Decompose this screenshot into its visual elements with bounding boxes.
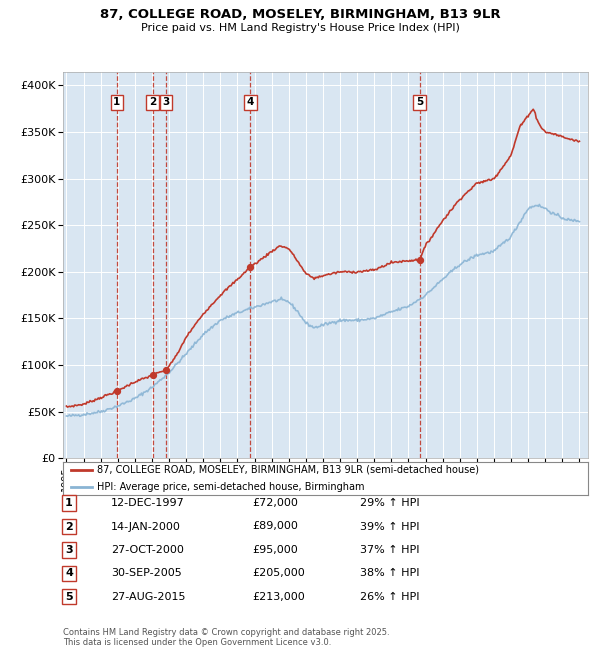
Text: HPI: Average price, semi-detached house, Birmingham: HPI: Average price, semi-detached house,… [97, 482, 365, 492]
Point [112, 386, 122, 396]
Text: 14-JAN-2000: 14-JAN-2000 [111, 521, 181, 532]
Text: 29% ↑ HPI: 29% ↑ HPI [360, 498, 419, 508]
Text: 3: 3 [163, 98, 170, 107]
Text: 37% ↑ HPI: 37% ↑ HPI [360, 545, 419, 555]
Text: 1: 1 [65, 498, 73, 508]
Text: 5: 5 [65, 592, 73, 602]
Text: 5: 5 [416, 98, 423, 107]
Text: £72,000: £72,000 [252, 498, 298, 508]
Text: Contains HM Land Registry data © Crown copyright and database right 2025.
This d: Contains HM Land Registry data © Crown c… [63, 628, 389, 647]
Point [148, 370, 157, 380]
Text: Price paid vs. HM Land Registry's House Price Index (HPI): Price paid vs. HM Land Registry's House … [140, 23, 460, 32]
Text: £205,000: £205,000 [252, 568, 305, 578]
Text: 87, COLLEGE ROAD, MOSELEY, BIRMINGHAM, B13 9LR (semi-detached house): 87, COLLEGE ROAD, MOSELEY, BIRMINGHAM, B… [97, 465, 479, 475]
Text: 30-SEP-2005: 30-SEP-2005 [111, 568, 182, 578]
Text: 4: 4 [247, 98, 254, 107]
Text: 4: 4 [65, 568, 73, 578]
Text: 27-OCT-2000: 27-OCT-2000 [111, 545, 184, 555]
Text: £89,000: £89,000 [252, 521, 298, 532]
Text: 38% ↑ HPI: 38% ↑ HPI [360, 568, 419, 578]
Text: 27-AUG-2015: 27-AUG-2015 [111, 592, 185, 602]
Point [161, 365, 171, 375]
Text: 87, COLLEGE ROAD, MOSELEY, BIRMINGHAM, B13 9LR: 87, COLLEGE ROAD, MOSELEY, BIRMINGHAM, B… [100, 8, 500, 21]
Text: 2: 2 [65, 521, 73, 532]
Text: 26% ↑ HPI: 26% ↑ HPI [360, 592, 419, 602]
Point [245, 262, 255, 272]
Text: 39% ↑ HPI: 39% ↑ HPI [360, 521, 419, 532]
Text: £95,000: £95,000 [252, 545, 298, 555]
Text: 2: 2 [149, 98, 156, 107]
Text: 1: 1 [113, 98, 121, 107]
Point [415, 255, 424, 265]
Text: £213,000: £213,000 [252, 592, 305, 602]
Text: 3: 3 [65, 545, 73, 555]
Text: 12-DEC-1997: 12-DEC-1997 [111, 498, 185, 508]
